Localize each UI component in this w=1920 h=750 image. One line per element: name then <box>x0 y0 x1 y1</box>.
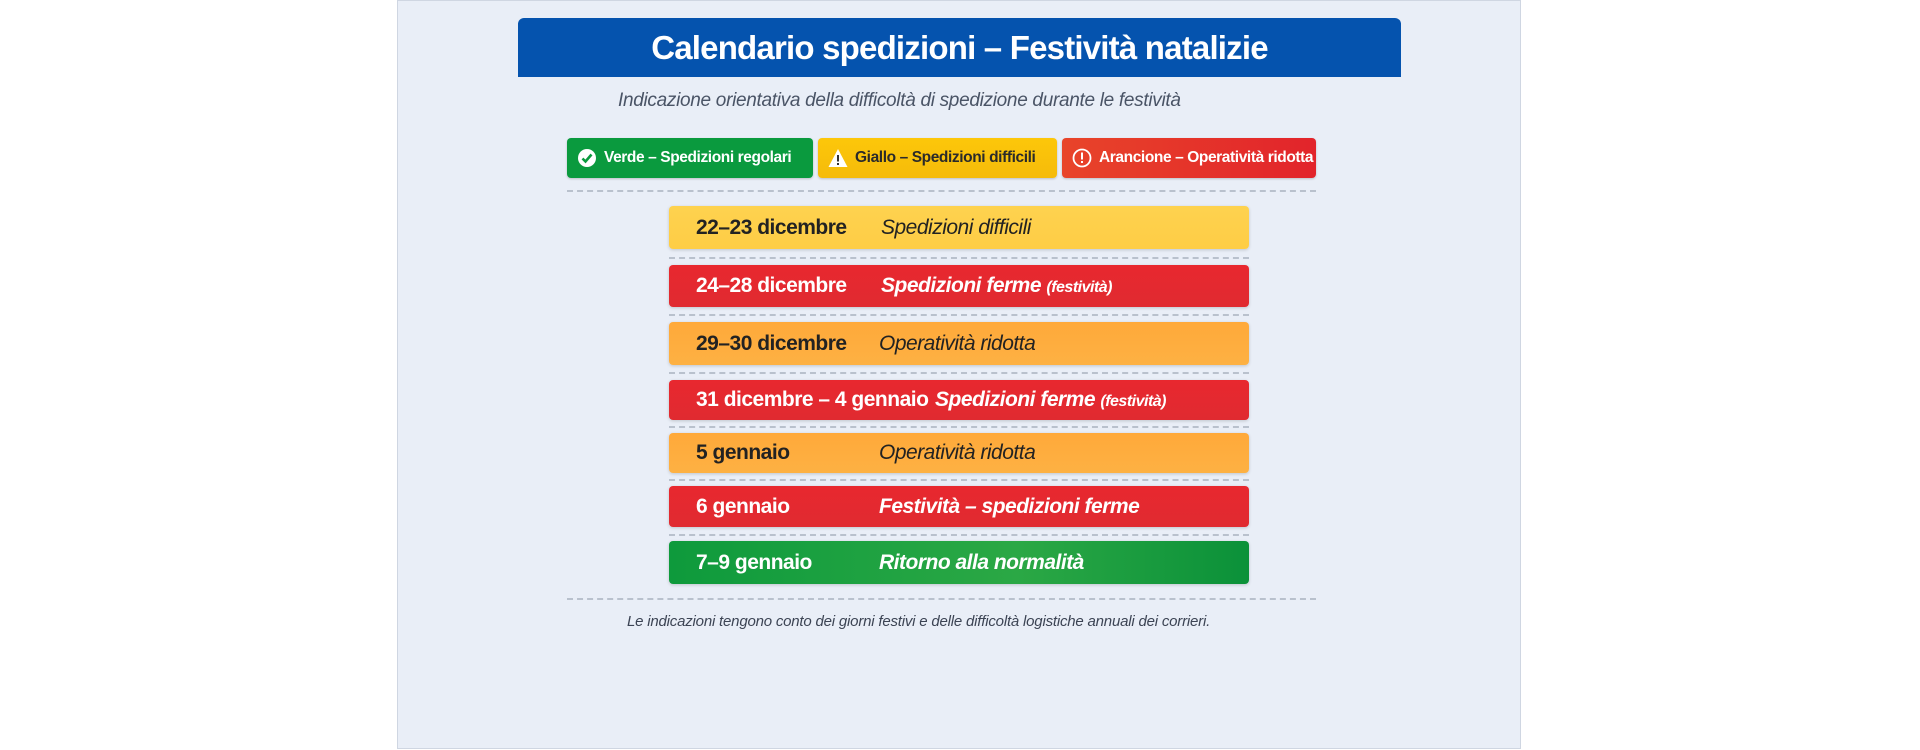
row-status: Operatività ridotta <box>879 331 1036 355</box>
row-note: (festività) <box>1046 279 1112 296</box>
title-banner: Calendario spedizioni – Festività natali… <box>518 18 1401 77</box>
schedule-row: 5 gennaio Operatività ridotta <box>669 433 1249 473</box>
divider <box>669 372 1249 374</box>
row-date: 29–30 dicembre <box>696 331 847 355</box>
row-date: 5 gennaio <box>696 441 790 464</box>
row-status: Festività – spedizioni ferme <box>879 494 1140 518</box>
divider <box>669 314 1249 316</box>
divider <box>567 598 1316 600</box>
divider <box>669 257 1249 259</box>
legend-label: Verde – Spedizioni regolari <box>604 149 792 166</box>
divider <box>669 534 1249 536</box>
subtitle: Indicazione orientativa della difficoltà… <box>618 90 1181 111</box>
row-date: 7–9 gennaio <box>696 550 812 574</box>
row-date: 22–23 dicembre <box>696 215 847 239</box>
row-note: (festività) <box>1100 393 1166 410</box>
row-status: Spedizioni ferme (festività) <box>935 388 1166 411</box>
row-date: 31 dicembre – 4 gennaio <box>696 388 929 411</box>
divider <box>567 190 1316 192</box>
page-title: Calendario spedizioni – Festività natali… <box>651 28 1268 66</box>
row-status: Spedizioni difficili <box>881 215 1031 239</box>
schedule-row: 31 dicembre – 4 gennaio Spedizioni ferme… <box>669 380 1249 420</box>
schedule-row: 29–30 dicembre Operatività ridotta <box>669 322 1249 365</box>
divider <box>669 479 1249 481</box>
legend-label: Giallo – Spedizioni difficili <box>855 149 1036 166</box>
row-date: 24–28 dicembre <box>696 274 847 297</box>
legend-yellow: Giallo – Spedizioni difficili <box>818 138 1057 178</box>
footer-note: Le indicazioni tengono conto dei giorni … <box>627 613 1211 630</box>
legend-green: Verde – Spedizioni regolari <box>567 138 813 178</box>
warning-triangle-icon <box>828 148 848 168</box>
divider <box>669 426 1249 428</box>
row-status: Ritorno alla normalità <box>879 550 1084 574</box>
schedule-row: 7–9 gennaio Ritorno alla normalità <box>669 541 1249 584</box>
row-status: Spedizioni ferme (festività) <box>881 274 1112 297</box>
legend-red: Arancione – Operatività ridotta <box>1062 138 1316 178</box>
row-date: 6 gennaio <box>696 494 790 518</box>
legend-label: Arancione – Operatività ridotta <box>1099 149 1314 166</box>
schedule-row: 22–23 dicembre Spedizioni difficili <box>669 206 1249 249</box>
check-circle-icon <box>577 148 597 168</box>
schedule-row: 6 gennaio Festività – spedizioni ferme <box>669 486 1249 527</box>
exclamation-circle-icon <box>1072 148 1092 168</box>
row-status: Operatività ridotta <box>879 441 1036 464</box>
content-panel <box>397 0 1521 749</box>
schedule-row: 24–28 dicembre Spedizioni ferme (festivi… <box>669 265 1249 307</box>
